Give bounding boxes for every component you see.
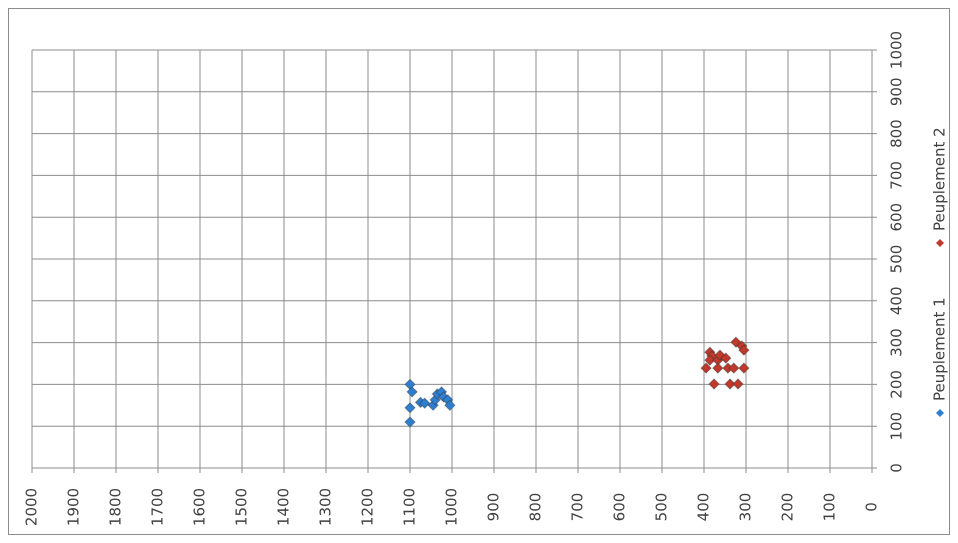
x-tick-label: 400: [888, 286, 906, 315]
y-tick-label: 1000: [443, 488, 461, 526]
y-tick-label: 700: [569, 493, 587, 522]
x-tick-label: 1000: [888, 31, 906, 69]
point: [708, 378, 720, 390]
x-tick-label: 0: [888, 463, 906, 473]
x-tick-label: 300: [888, 328, 906, 357]
y-tick-label: 800: [527, 493, 545, 522]
point: [728, 362, 740, 374]
x-tick-label: 600: [888, 203, 906, 232]
point: [712, 362, 724, 374]
legend-marker: [936, 239, 944, 247]
y-tick-label: 0: [863, 502, 881, 512]
y-tick-label: 500: [653, 493, 671, 522]
point: [404, 402, 416, 414]
x-tick-label: 100: [888, 412, 906, 441]
y-tick-label: 200: [779, 493, 797, 522]
y-tick-label: 1100: [401, 488, 419, 526]
x-tick-label: 200: [888, 370, 906, 399]
legend-label: Peuplement 1: [931, 297, 949, 401]
point: [418, 397, 431, 409]
point: [738, 344, 750, 356]
point: [732, 378, 744, 390]
chart-frame: [8, 8, 950, 535]
y-tick-label: 1600: [191, 488, 209, 526]
y-tick-label: 2000: [23, 488, 41, 526]
legend-marker: [936, 409, 944, 417]
point: [720, 352, 732, 364]
x-tick-label: 800: [888, 119, 906, 148]
y-tick-label: 300: [737, 493, 755, 522]
y-tick-label: 1200: [359, 488, 377, 526]
y-tick-label: 900: [485, 493, 503, 522]
point: [404, 416, 416, 428]
x-tick-label: 700: [888, 161, 906, 190]
y-tick-label: 1900: [65, 488, 83, 526]
y-tick-label: 100: [821, 493, 839, 522]
point: [724, 378, 736, 390]
y-tick-label: 1300: [317, 488, 335, 526]
x-tick-label: 900: [888, 77, 906, 106]
y-tick-label: 1800: [107, 488, 125, 526]
point: [738, 362, 750, 374]
y-tick-label: 1500: [233, 488, 251, 526]
x-tick-label: 500: [888, 245, 906, 274]
legend-label: Peuplement 2: [931, 127, 949, 231]
point: [406, 386, 418, 398]
y-tick-label: 400: [695, 493, 713, 522]
point: [704, 354, 716, 366]
y-tick-label: 1400: [275, 488, 293, 526]
point: [444, 399, 456, 412]
y-tick-label: 1700: [149, 488, 167, 526]
point: [700, 362, 712, 374]
y-tick-label: 600: [611, 493, 629, 522]
